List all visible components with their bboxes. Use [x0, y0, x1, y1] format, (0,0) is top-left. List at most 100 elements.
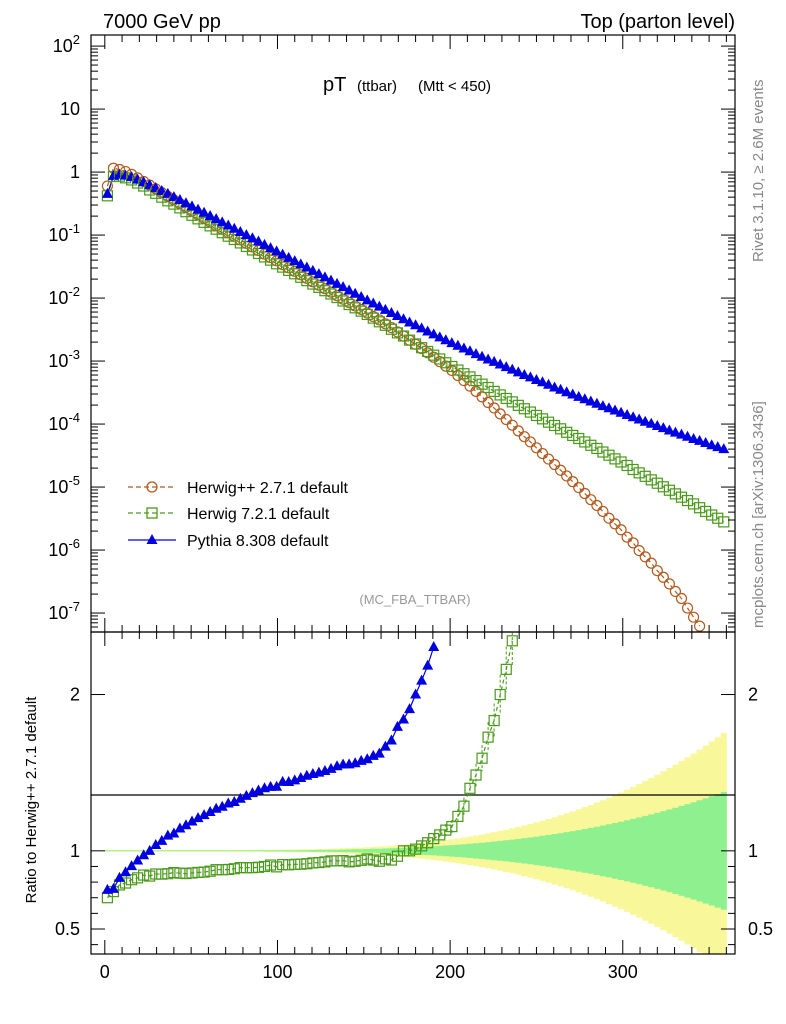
y-tick-label-0: 102	[53, 32, 80, 56]
point-herwig7	[228, 233, 240, 246]
pythia-ratio-point	[204, 806, 216, 816]
x-tick-label-1: 100	[262, 962, 292, 982]
herwig7-ratio-point	[428, 833, 440, 845]
point-herwig7	[373, 316, 385, 328]
point-pythia	[361, 294, 373, 305]
series-line-herwig7	[106, 175, 725, 523]
point-pythia	[271, 245, 283, 256]
point-pythia	[694, 434, 706, 445]
point-herwig7	[422, 345, 434, 358]
legend-label-pythia: Pythia 8.308 default	[187, 533, 329, 550]
point-herwig7	[337, 295, 349, 307]
point-pythia	[204, 209, 216, 220]
point-herwigpp	[603, 512, 615, 524]
point-pythia	[428, 328, 440, 339]
pythia-ratio-point	[410, 688, 422, 699]
point-herwig7	[216, 227, 228, 239]
point-pythia	[621, 409, 633, 420]
herwig7-ratio-point	[355, 854, 367, 866]
point-herwig7	[210, 223, 222, 235]
point-pythia	[488, 355, 500, 366]
point-herwigpp	[470, 385, 482, 397]
point-herwigpp	[524, 436, 537, 448]
herwig7-ratio-point	[440, 824, 452, 836]
y-tick-label-5: 10-3	[48, 347, 80, 371]
point-herwig7	[663, 484, 675, 496]
point-herwig7	[548, 419, 561, 432]
point-herwig7	[440, 357, 452, 369]
point-pythia	[138, 176, 150, 187]
series-line-herwigpp	[106, 167, 701, 627]
point-pythia	[663, 424, 675, 435]
herwig7-ratio-point	[343, 856, 355, 868]
point-herwig7	[591, 442, 603, 455]
point-pythia	[700, 437, 712, 448]
point-herwig7	[542, 416, 555, 428]
point-pythia	[307, 264, 319, 275]
x-tick-label-2: 200	[435, 962, 465, 982]
pythia-ratio-point	[325, 762, 337, 773]
herwig7-ratio-point	[464, 782, 476, 794]
point-herwig7	[325, 288, 337, 300]
herwig7-ratio-point	[258, 860, 271, 873]
point-herwig7	[434, 353, 446, 365]
point-pythia	[512, 366, 524, 377]
pythia-ratio-point	[404, 703, 416, 714]
point-pythia	[301, 261, 313, 272]
point-herwig7	[627, 463, 639, 476]
point-pythia	[524, 371, 536, 382]
point-herwig7	[361, 308, 373, 321]
point-herwig7	[573, 432, 585, 445]
herwig7-ratio-point	[150, 868, 162, 880]
point-pythia	[367, 297, 379, 308]
point-pythia	[337, 281, 349, 292]
point-herwig7	[536, 413, 549, 425]
main-data-layer	[101, 162, 730, 632]
point-herwigpp	[657, 571, 669, 583]
point-pythia	[482, 353, 494, 364]
point-pythia	[162, 187, 174, 198]
point-pythia	[228, 222, 240, 233]
herwig7-ratio-point	[289, 858, 301, 870]
point-herwigpp	[579, 487, 591, 500]
point-pythia	[476, 350, 488, 361]
point-pythia	[240, 229, 252, 240]
point-herwig7	[476, 378, 488, 390]
point-herwig7	[524, 406, 537, 418]
point-herwig7	[307, 278, 319, 290]
herwig7-ratio-point	[367, 854, 379, 866]
point-herwigpp	[458, 374, 470, 387]
point-pythia	[458, 342, 470, 353]
point-herwig7	[277, 261, 289, 273]
point-herwig7	[264, 254, 277, 266]
legend: Herwig++ 2.7.1 default Herwig 7.2.1 defa…	[128, 480, 349, 550]
x-tick-label-0: 0	[100, 962, 110, 982]
point-herwigpp	[488, 402, 500, 414]
point-herwig7	[694, 502, 706, 514]
point-herwigpp	[561, 470, 573, 482]
herwig7-ratio-point	[295, 858, 307, 870]
point-pythia	[712, 441, 724, 452]
point-pythia	[603, 402, 615, 413]
herwig7-ratio-point	[240, 862, 252, 874]
point-pythia	[567, 388, 579, 399]
point-herwig7	[222, 230, 234, 242]
point-pythia	[295, 258, 307, 269]
herwig7-ratio-point	[301, 858, 313, 870]
point-pythia	[422, 325, 434, 336]
point-herwigpp	[609, 518, 621, 530]
herwig7-ratio-point	[246, 862, 259, 874]
pythia-ratio-point	[113, 871, 125, 882]
point-pythia	[561, 386, 573, 397]
point-herwig7	[301, 275, 313, 287]
point-pythia	[252, 235, 264, 246]
pythia-ratio-point	[138, 849, 150, 860]
legend-marker-pythia	[146, 534, 158, 544]
pythia-ratio-point	[174, 822, 186, 833]
point-herwig7	[391, 327, 404, 339]
point-herwigpp	[675, 592, 688, 605]
pythia-ratio-point	[398, 713, 410, 724]
point-pythia	[198, 206, 210, 217]
point-herwigpp	[500, 413, 512, 426]
header-left: 7000 GeV pp	[103, 11, 221, 33]
